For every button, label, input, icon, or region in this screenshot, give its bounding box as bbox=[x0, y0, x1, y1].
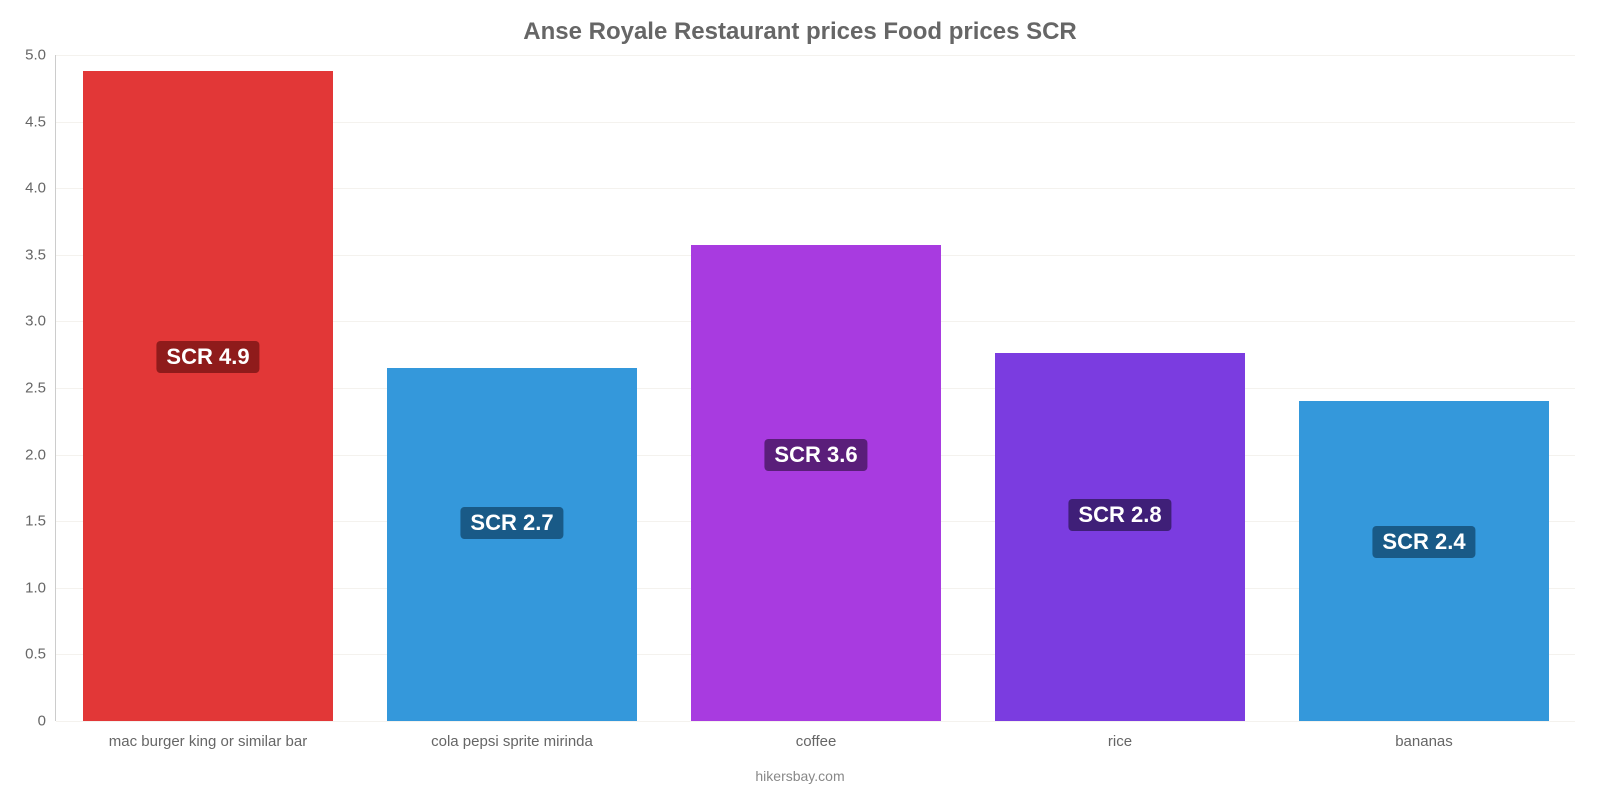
plot-area: 00.51.01.52.02.53.03.54.04.55.0SCR 4.9ma… bbox=[55, 55, 1575, 721]
y-tick-label: 2.5 bbox=[25, 380, 56, 397]
value-badge: SCR 2.4 bbox=[1372, 526, 1475, 558]
chart-title: Anse Royale Restaurant prices Food price… bbox=[523, 18, 1077, 46]
value-badge: SCR 2.7 bbox=[460, 507, 563, 539]
bar: SCR 3.6 bbox=[691, 245, 940, 721]
x-category-label: cola pepsi sprite mirinda bbox=[431, 721, 593, 750]
y-tick-label: 2.0 bbox=[25, 446, 56, 463]
source-label: hikersbay.com bbox=[755, 768, 844, 784]
y-tick-label: 4.0 bbox=[25, 180, 56, 197]
x-category-label: bananas bbox=[1395, 721, 1453, 750]
y-tick-label: 4.5 bbox=[25, 113, 56, 130]
value-badge: SCR 4.9 bbox=[156, 341, 259, 373]
x-category-label: rice bbox=[1108, 721, 1132, 750]
bar: SCR 2.7 bbox=[387, 368, 636, 721]
y-tick-label: 3.5 bbox=[25, 246, 56, 263]
y-tick-label: 3.0 bbox=[25, 313, 56, 330]
x-category-label: coffee bbox=[796, 721, 837, 750]
value-badge: SCR 2.8 bbox=[1068, 499, 1171, 531]
value-badge: SCR 3.6 bbox=[764, 439, 867, 471]
y-tick-label: 0.5 bbox=[25, 646, 56, 663]
x-category-label: mac burger king or similar bar bbox=[109, 721, 307, 750]
y-tick-label: 0 bbox=[38, 713, 56, 730]
bar: SCR 2.4 bbox=[1299, 401, 1548, 721]
grid-line bbox=[56, 55, 1575, 56]
bar: SCR 4.9 bbox=[83, 71, 332, 721]
bar: SCR 2.8 bbox=[995, 353, 1244, 721]
y-tick-label: 1.0 bbox=[25, 579, 56, 596]
y-tick-label: 1.5 bbox=[25, 513, 56, 530]
y-tick-label: 5.0 bbox=[25, 47, 56, 64]
